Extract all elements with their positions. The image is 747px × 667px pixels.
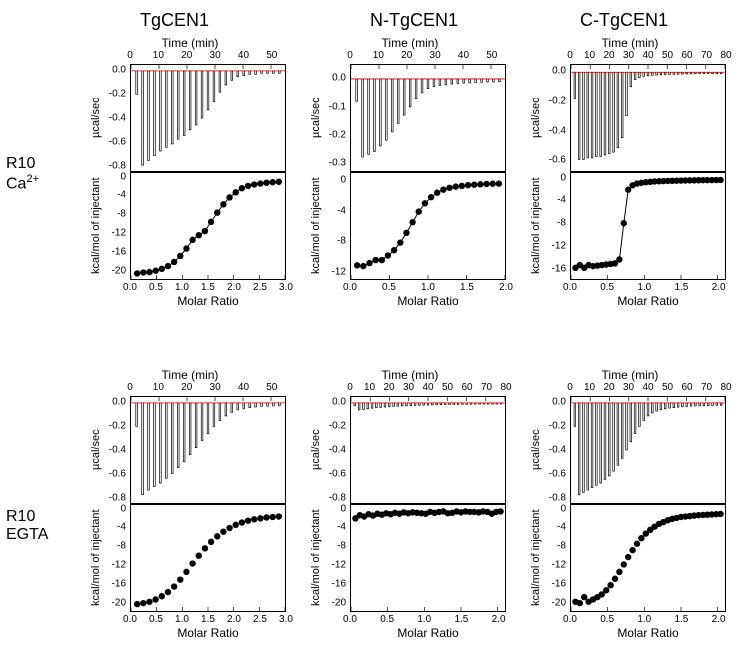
y-upper-label: µcal/sec [90, 396, 104, 504]
y-upper-label: µcal/sec [310, 64, 324, 172]
thermogram [350, 396, 506, 504]
y-upper-label: µcal/sec [310, 396, 324, 504]
x-lower-label: Molar Ratio [350, 294, 506, 308]
isotherm [130, 504, 286, 612]
time-ticks: 01020304050 [350, 50, 506, 62]
y-lower-label: kcal/mol of injectant [310, 172, 324, 280]
y-upper-label: µcal/sec [530, 396, 544, 504]
thermogram [570, 396, 726, 504]
y-upper-label: µcal/sec [90, 64, 104, 172]
thermogram [350, 64, 506, 172]
isotherm [350, 172, 506, 280]
y-lower-label: kcal/mol of injectant [530, 172, 544, 280]
time-title: Time (min) [530, 368, 730, 382]
thermogram [130, 396, 286, 504]
col-header-0: TgCEN1 [140, 10, 209, 31]
y-lower-label: kcal/mol of injectant [310, 504, 324, 612]
y-upper-label: µcal/sec [530, 64, 544, 172]
itc-panel-r0c2: Time (min)01020304050607080 µcal/sec0.0-0… [530, 36, 730, 316]
itc-panel-r0c1: Time (min)01020304050 µcal/sec0.0-0.1-0.2… [310, 36, 510, 316]
time-ticks: 01020304050607080 [570, 382, 726, 394]
time-ticks: 01020304050 [130, 382, 286, 394]
time-title: Time (min) [90, 368, 290, 382]
row-label-1: R10EGTA [6, 508, 48, 545]
y-lower-ticks: 0-4-8-12-16-20 [324, 504, 348, 612]
time-ticks: 01020304050 [130, 50, 286, 62]
y-upper-ticks: 0.0-0.2-0.4-0.6 [544, 64, 568, 172]
x-lower-ticks: 0.00.51.01.52.0 [350, 614, 506, 626]
isotherm [570, 172, 726, 280]
itc-panel-r0c0: Time (min)01020304050 µcal/sec0.0-0.2-0.4… [90, 36, 290, 316]
y-upper-ticks: 0.0-0.2-0.4-0.6-0.8 [544, 396, 568, 504]
x-lower-ticks: 0.00.51.01.52.0 [570, 614, 726, 626]
isotherm [350, 504, 506, 612]
y-lower-ticks: 0-4-8-12-16-20 [104, 504, 128, 612]
itc-panel-r1c2: Time (min)01020304050607080 µcal/sec0.0-0… [530, 368, 730, 648]
time-title: Time (min) [310, 368, 510, 382]
col-header-1: N-TgCEN1 [370, 10, 458, 31]
y-lower-ticks: 0-4-8-12-16-20 [544, 504, 568, 612]
y-upper-ticks: 0.0-0.2-0.4-0.6-0.8 [104, 396, 128, 504]
y-upper-ticks: 0.0-0.2-0.4-0.6-0.8 [104, 64, 128, 172]
time-ticks: 01020304050607080 [570, 50, 726, 62]
x-lower-ticks: 0.00.51.01.52.0 [350, 282, 506, 294]
x-lower-label: Molar Ratio [130, 294, 286, 308]
y-lower-label: kcal/mol of injectant [90, 172, 104, 280]
thermogram [570, 64, 726, 172]
y-upper-ticks: 0.0-0.1-0.2-0.3 [324, 64, 348, 172]
row-label-0: R10Ca2+ [6, 155, 39, 194]
x-lower-ticks: 0.00.51.01.52.02.53.0 [130, 282, 286, 294]
y-lower-label: kcal/mol of injectant [90, 504, 104, 612]
col-header-2: C-TgCEN1 [580, 10, 668, 31]
itc-panel-r1c1: Time (min)01020304050607080 µcal/sec0.0-0… [310, 368, 510, 648]
x-lower-label: Molar Ratio [350, 626, 506, 640]
thermogram [130, 64, 286, 172]
x-lower-ticks: 0.00.51.01.52.0 [570, 282, 726, 294]
y-lower-label: kcal/mol of injectant [530, 504, 544, 612]
y-lower-ticks: 0-4-8-12-16-20 [104, 172, 128, 280]
x-lower-label: Molar Ratio [570, 294, 726, 308]
x-lower-ticks: 0.00.51.01.52.02.53.0 [130, 614, 286, 626]
x-lower-label: Molar Ratio [130, 626, 286, 640]
time-title: Time (min) [530, 36, 730, 50]
itc-panel-r1c0: Time (min)01020304050 µcal/sec0.0-0.2-0.4… [90, 368, 290, 648]
x-lower-label: Molar Ratio [570, 626, 726, 640]
y-upper-ticks: 0.0-0.2-0.4-0.6-0.8 [324, 396, 348, 504]
time-title: Time (min) [90, 36, 290, 50]
y-lower-ticks: 0-4-8-12 [324, 172, 348, 280]
isotherm [130, 172, 286, 280]
isotherm [570, 504, 726, 612]
time-ticks: 01020304050607080 [350, 382, 506, 394]
time-title: Time (min) [310, 36, 510, 50]
y-lower-ticks: 0-4-8-12-16 [544, 172, 568, 280]
